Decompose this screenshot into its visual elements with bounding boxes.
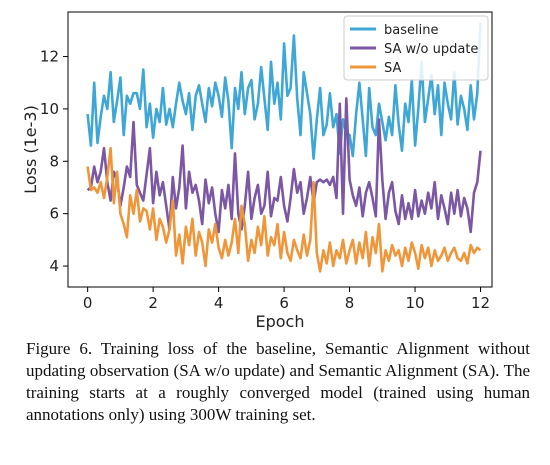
figure-caption: Figure 6. Training loss of the baseline,… — [26, 339, 530, 424]
series-line-0 — [86, 22, 482, 160]
y-tick-label: 4 — [49, 257, 59, 275]
y-tick-label: 10 — [40, 100, 59, 118]
x-tick-label: 4 — [214, 294, 224, 312]
x-tick-label: 6 — [279, 294, 289, 312]
series-line-1 — [86, 97, 482, 234]
chart-series-lines — [86, 22, 482, 273]
legend-label-1: SA w/o update — [384, 42, 478, 57]
x-tick-label: 0 — [83, 294, 93, 312]
series-line-2 — [86, 146, 482, 273]
legend-label-0: baseline — [384, 23, 438, 38]
y-tick-label: 6 — [49, 205, 59, 223]
x-tick-label: 8 — [345, 294, 355, 312]
plot-frame — [67, 11, 493, 288]
x-tick-label: 10 — [406, 294, 425, 312]
y-axis-label: Loss (1e-3) — [21, 105, 40, 194]
y-tick-label: 8 — [49, 152, 59, 170]
chart-legend: baseline SA w/o update SA — [343, 15, 489, 81]
y-tick-label: 12 — [40, 48, 59, 66]
x-tick-label: 2 — [148, 294, 158, 312]
chart-axes: 0 2 4 6 8 10 12 4 6 8 10 12 — [40, 11, 493, 312]
loss-chart: 0 2 4 6 8 10 12 4 6 8 10 12 baseline SA w/o update SA… — [21, 11, 493, 331]
x-tick-label: 12 — [471, 294, 490, 312]
legend-box — [343, 15, 489, 81]
x-axis-label: Epoch — [256, 312, 305, 331]
legend-label-2: SA — [384, 61, 401, 76]
